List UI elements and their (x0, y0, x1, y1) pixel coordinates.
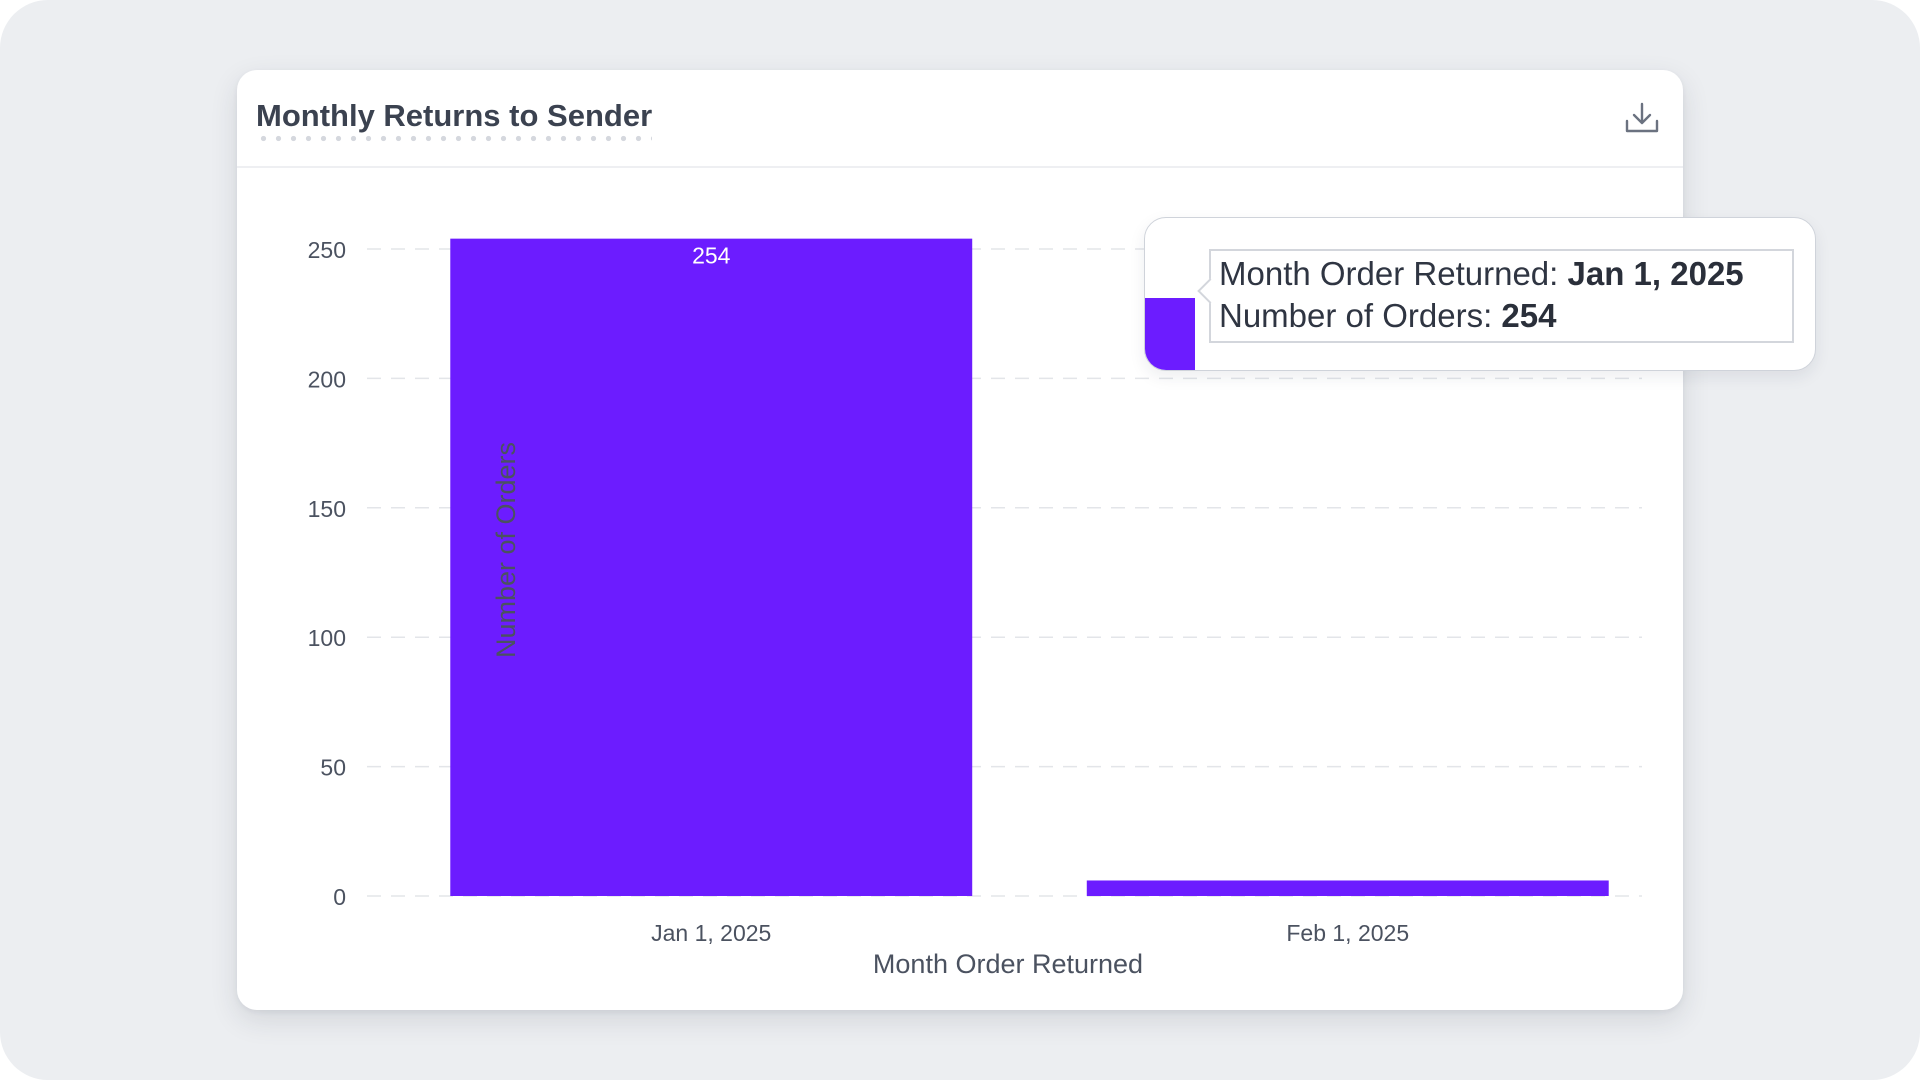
chart-title[interactable]: Monthly Returns to Sender (256, 98, 653, 142)
y-axis-title: Number of Orders (491, 442, 521, 658)
tooltip-orders-value: 254 (1501, 297, 1557, 334)
card-header: Monthly Returns to Sender (237, 70, 1683, 168)
y-tick-label: 0 (333, 884, 346, 910)
chart-tooltip: Month Order Returned: Jan 1, 2025 Number… (1144, 217, 1816, 371)
y-tick-label: 200 (308, 366, 346, 392)
y-tick-label: 100 (308, 625, 346, 651)
bar-0[interactable] (450, 238, 973, 896)
download-icon (1625, 102, 1659, 133)
x-tick-label: Jan 1, 2025 (651, 920, 771, 946)
bar-data-label: 254 (692, 243, 731, 269)
chart-card: Monthly Returns to Sender 0 50 100 150 200 25… (237, 70, 1816, 1010)
bar-chart: 0 50 100 150 200 250 254 Jan 1, 2025 Feb 1, 20… (308, 237, 1642, 979)
x-tick-label: Feb 1, 2025 (1286, 920, 1409, 946)
tooltip-row-orders: Number of Orders: 254 (1219, 296, 1556, 336)
y-tick-label: 150 (308, 496, 346, 522)
tooltip-row-month: Month Order Returned: Jan 1, 2025 (1219, 254, 1744, 294)
tooltip-month-value: Jan 1, 2025 (1567, 255, 1744, 292)
x-axis-title: Month Order Returned (873, 949, 1143, 979)
tooltip-month-label: Month Order Returned: (1219, 255, 1559, 292)
tooltip-color-swatch (1145, 298, 1195, 370)
tooltip-orders-label: Number of Orders: (1219, 297, 1493, 334)
y-tick-label: 250 (308, 237, 346, 263)
bar-1[interactable] (1086, 880, 1609, 896)
download-button[interactable] (1620, 98, 1664, 138)
y-tick-label: 50 (320, 755, 346, 781)
